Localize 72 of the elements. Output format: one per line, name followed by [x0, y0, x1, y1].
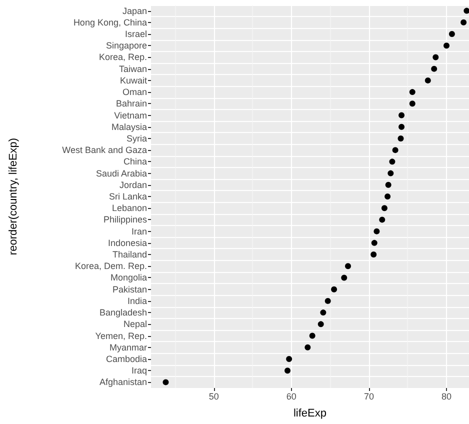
y-tick-label: Korea, Dem. Rep. — [74, 261, 147, 272]
y-tick-label: Pakistan — [112, 284, 147, 294]
y-tick-label: Syria — [126, 133, 147, 144]
point — [398, 112, 405, 118]
y-tick-label: Myanmar — [109, 342, 147, 352]
y-tick-label: Bangladesh — [99, 308, 147, 318]
point — [286, 356, 292, 362]
point — [398, 124, 405, 130]
y-tick-label: Korea, Rep. — [98, 52, 147, 62]
point — [392, 147, 398, 154]
y-tick-label: Cambodia — [106, 354, 147, 364]
y-tick-label: Israel — [124, 29, 147, 40]
y-tick-label: Oman — [122, 87, 147, 98]
point — [162, 379, 169, 386]
point — [341, 274, 348, 281]
y-tick-label: West Bank and Gaza — [62, 145, 147, 156]
point — [381, 205, 388, 212]
point — [320, 310, 326, 316]
point — [424, 77, 431, 84]
y-tick-label: Philippines — [103, 214, 148, 225]
point — [389, 158, 396, 165]
y-tick-label: Nepal — [123, 319, 147, 330]
y-tick-label: Yemen, Rep. — [95, 330, 147, 341]
y-tick-label: Lebanon — [112, 203, 147, 214]
point — [309, 332, 316, 339]
point — [444, 42, 450, 49]
point — [460, 19, 467, 26]
point — [409, 89, 416, 96]
y-tick-label: Kuwait — [120, 75, 148, 86]
y-tick-label: Mongolia — [110, 272, 147, 283]
point — [388, 170, 394, 176]
y-tick-label: Iran — [131, 226, 147, 236]
x-tick-label: 50 — [208, 392, 219, 402]
x-tick-label: 80 — [442, 392, 452, 402]
point — [379, 216, 386, 223]
y-tick-label: Afghanistan — [99, 377, 147, 388]
point — [384, 194, 391, 200]
point — [345, 263, 352, 270]
point — [464, 8, 469, 14]
y-tick-label: India — [127, 296, 147, 306]
y-tick-label: Bahrain — [116, 98, 147, 109]
point — [370, 252, 377, 258]
y-tick-label: Jordan — [119, 180, 147, 190]
x-tick-label: 60 — [286, 392, 296, 402]
y-tick-label: Vietnam — [114, 110, 147, 120]
point — [318, 321, 324, 328]
y-tick-label: Indonesia — [108, 238, 147, 248]
point — [432, 54, 439, 60]
y-tick-label: Japan — [122, 6, 147, 16]
y-tick-label: Malaysia — [111, 122, 147, 132]
point — [331, 286, 338, 292]
point — [371, 240, 378, 246]
point — [448, 31, 455, 38]
y-tick-label: Iraq — [131, 366, 147, 376]
y-tick-label: Singapore — [106, 40, 147, 51]
y-axis-title: reorder(country, lifeExp) — [8, 138, 20, 256]
point — [385, 182, 392, 188]
point — [398, 135, 404, 142]
y-tick-label: Hong Kong, China — [73, 17, 147, 28]
y-tick-label: Thailand — [112, 250, 147, 260]
x-axis-title: lifeExp — [293, 408, 327, 420]
point — [324, 298, 331, 304]
x-tick-label: 70 — [364, 392, 374, 402]
point — [284, 368, 291, 374]
y-tick-label: Taiwan — [118, 64, 147, 74]
y-tick-label: Saudi Arabia — [96, 168, 147, 178]
point — [431, 66, 438, 72]
y-tick-label: Sri Lanka — [108, 192, 147, 202]
y-tick-label: China — [123, 156, 147, 167]
point — [374, 228, 380, 234]
point — [409, 100, 416, 107]
point — [304, 344, 311, 350]
